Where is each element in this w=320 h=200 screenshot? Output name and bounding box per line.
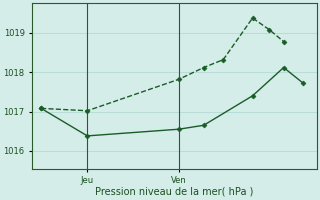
X-axis label: Pression niveau de la mer( hPa ): Pression niveau de la mer( hPa ) (95, 187, 253, 197)
